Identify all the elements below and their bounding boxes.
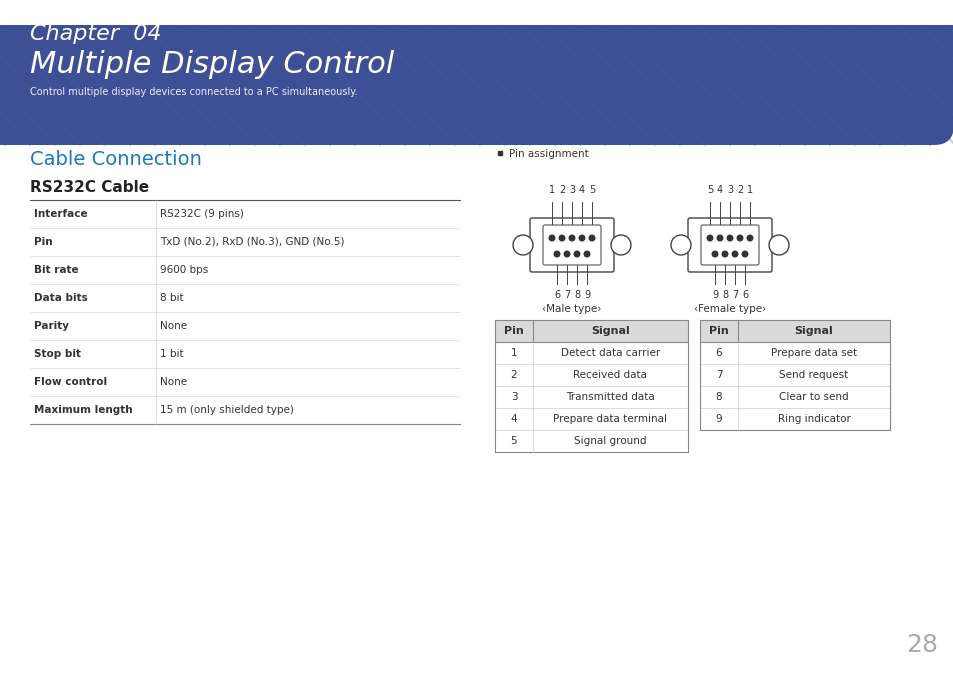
- Text: None: None: [160, 377, 187, 387]
- Text: Chapter  04: Chapter 04: [30, 24, 161, 44]
- Text: 9: 9: [711, 290, 718, 300]
- Text: Clear to send: Clear to send: [779, 392, 848, 402]
- Text: 6: 6: [715, 348, 721, 358]
- Text: RS232C Cable: RS232C Cable: [30, 180, 149, 195]
- Text: 7: 7: [715, 370, 721, 380]
- FancyBboxPatch shape: [530, 218, 614, 272]
- Text: 5: 5: [510, 436, 517, 446]
- Text: Prepare data set: Prepare data set: [770, 348, 856, 358]
- Text: 1: 1: [548, 185, 555, 195]
- Text: ‹Female type›: ‹Female type›: [693, 304, 765, 314]
- Text: Data bits: Data bits: [34, 293, 88, 303]
- Text: 4: 4: [578, 185, 584, 195]
- Text: 4: 4: [510, 414, 517, 424]
- Text: Bit rate: Bit rate: [34, 265, 78, 275]
- Text: Multiple Display Control: Multiple Display Control: [30, 50, 394, 79]
- Text: Signal: Signal: [591, 326, 629, 336]
- Text: None: None: [160, 321, 187, 331]
- FancyBboxPatch shape: [542, 225, 600, 265]
- FancyBboxPatch shape: [700, 225, 759, 265]
- Circle shape: [578, 235, 584, 241]
- Bar: [0, 0, 953, 25]
- Bar: [495, 320, 687, 342]
- Text: 9: 9: [715, 414, 721, 424]
- Text: 4: 4: [717, 185, 722, 195]
- Circle shape: [589, 235, 594, 241]
- Text: ‹Male type›: ‹Male type›: [541, 304, 601, 314]
- FancyBboxPatch shape: [0, 0, 929, 145]
- Text: RS232C (9 pins): RS232C (9 pins): [160, 209, 244, 219]
- Bar: [700, 320, 889, 342]
- Text: 15 m (only shielded type): 15 m (only shielded type): [160, 405, 294, 415]
- Text: Stop bit: Stop bit: [34, 349, 81, 359]
- Text: Maximum length: Maximum length: [34, 405, 132, 415]
- Circle shape: [583, 251, 589, 256]
- Text: Transmitted data: Transmitted data: [565, 392, 654, 402]
- Text: 8: 8: [715, 392, 721, 402]
- Circle shape: [737, 235, 742, 241]
- Text: 9600 bps: 9600 bps: [160, 265, 208, 275]
- FancyBboxPatch shape: [0, 0, 953, 145]
- Text: Prepare data terminal: Prepare data terminal: [553, 414, 667, 424]
- Text: Control multiple display devices connected to a PC simultaneously.: Control multiple display devices connect…: [30, 87, 357, 97]
- Text: 2: 2: [558, 185, 564, 195]
- Text: Send request: Send request: [779, 370, 848, 380]
- Text: 6: 6: [554, 290, 559, 300]
- Text: 3: 3: [568, 185, 575, 195]
- Text: 1: 1: [746, 185, 752, 195]
- Text: 8 bit: 8 bit: [160, 293, 183, 303]
- Text: Cable Connection: Cable Connection: [30, 150, 202, 169]
- Text: Received data: Received data: [573, 370, 647, 380]
- Text: Pin: Pin: [503, 326, 523, 336]
- Circle shape: [610, 235, 630, 255]
- Text: Flow control: Flow control: [34, 377, 107, 387]
- Circle shape: [726, 235, 732, 241]
- Text: Ring indicator: Ring indicator: [777, 414, 849, 424]
- Circle shape: [513, 235, 533, 255]
- Text: Pin assignment: Pin assignment: [509, 149, 588, 159]
- Circle shape: [569, 235, 575, 241]
- Circle shape: [563, 251, 569, 256]
- Text: Interface: Interface: [34, 209, 88, 219]
- Circle shape: [732, 251, 737, 256]
- Text: 3: 3: [726, 185, 732, 195]
- Text: 8: 8: [721, 290, 727, 300]
- Text: TxD (No.2), RxD (No.3), GND (No.5): TxD (No.2), RxD (No.3), GND (No.5): [160, 237, 344, 247]
- Text: 7: 7: [731, 290, 738, 300]
- Circle shape: [670, 235, 690, 255]
- Text: Pin: Pin: [708, 326, 728, 336]
- Text: 5: 5: [588, 185, 595, 195]
- Text: Signal ground: Signal ground: [574, 436, 646, 446]
- Text: 28: 28: [905, 633, 937, 657]
- Text: 1: 1: [510, 348, 517, 358]
- Text: 5: 5: [706, 185, 713, 195]
- Text: 1 bit: 1 bit: [160, 349, 183, 359]
- Circle shape: [746, 235, 752, 241]
- Circle shape: [741, 251, 747, 256]
- Text: 2: 2: [510, 370, 517, 380]
- Text: 7: 7: [563, 290, 570, 300]
- Circle shape: [549, 235, 555, 241]
- Circle shape: [712, 251, 717, 256]
- Text: Parity: Parity: [34, 321, 69, 331]
- Text: 9: 9: [583, 290, 590, 300]
- Circle shape: [706, 235, 712, 241]
- Circle shape: [554, 251, 559, 256]
- Circle shape: [717, 235, 722, 241]
- Text: 3: 3: [510, 392, 517, 402]
- Circle shape: [574, 251, 579, 256]
- Text: 8: 8: [574, 290, 579, 300]
- Text: Detect data carrier: Detect data carrier: [560, 348, 659, 358]
- FancyBboxPatch shape: [687, 218, 771, 272]
- Text: 6: 6: [741, 290, 747, 300]
- Text: Pin: Pin: [34, 237, 52, 247]
- Text: 2: 2: [736, 185, 742, 195]
- Circle shape: [558, 235, 564, 241]
- Circle shape: [768, 235, 788, 255]
- Circle shape: [721, 251, 727, 256]
- Text: Signal: Signal: [794, 326, 833, 336]
